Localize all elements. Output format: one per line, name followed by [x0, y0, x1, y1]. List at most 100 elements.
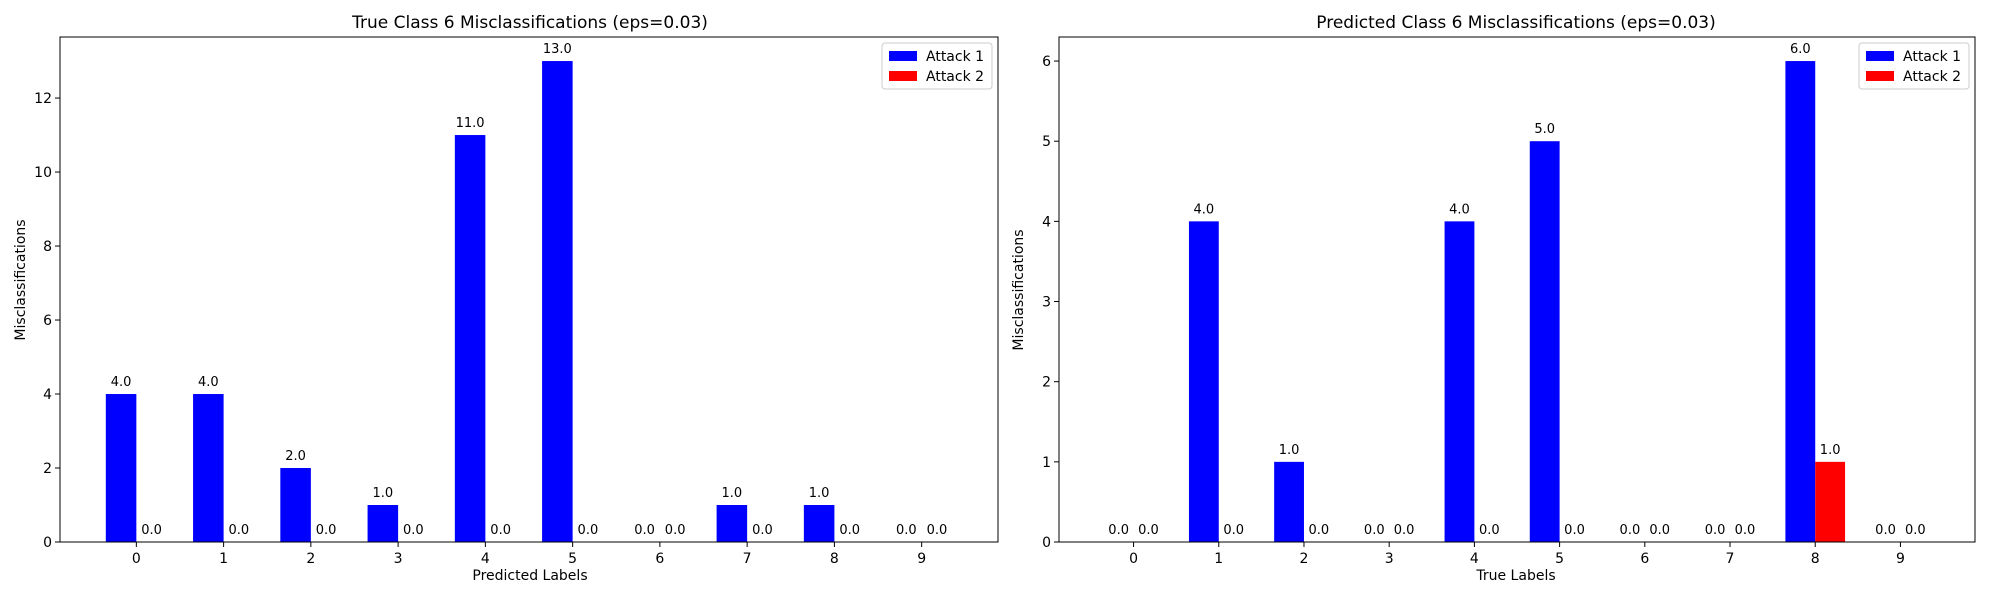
bar-attack-1-5 — [542, 61, 573, 543]
bar-attack-1-4 — [1444, 221, 1475, 542]
bar-value-label: 0.0 — [1138, 523, 1159, 538]
y-tick-label: 6 — [1042, 54, 1051, 70]
bar-value-label: 1.0 — [722, 486, 743, 501]
bar-value-label: 0.0 — [1364, 523, 1385, 538]
bar-value-label: 4.0 — [1194, 202, 1215, 217]
bar-attack-1-4 — [454, 135, 486, 543]
y-axis-label: Misclassifications — [13, 219, 29, 340]
bar-attack-1-2 — [1274, 461, 1304, 542]
legend-label: Attack 1 — [926, 49, 984, 65]
bar-value-label: 4.0 — [1449, 202, 1470, 217]
y-tick-label: 4 — [43, 387, 52, 403]
y-tick-label: 2 — [1042, 375, 1051, 391]
bar-value-label: 0.0 — [1394, 523, 1415, 538]
legend-swatch — [889, 71, 917, 81]
y-tick-label: 2 — [43, 461, 52, 477]
x-tick-label: 3 — [1385, 551, 1394, 567]
bar-attack-1-3 — [367, 505, 399, 542]
y-tick-label: 10 — [34, 165, 52, 181]
x-tick-label: 1 — [219, 551, 228, 567]
y-tick-label: 5 — [1042, 134, 1051, 150]
legend-label: Attack 2 — [926, 69, 984, 85]
y-tick-label: 4 — [1042, 214, 1051, 230]
legend-swatch — [889, 51, 917, 61]
bar-value-label: 0.0 — [1875, 523, 1896, 538]
x-tick-label: 2 — [1300, 551, 1309, 567]
bar-value-label: 0.0 — [578, 523, 599, 538]
bar-value-label: 0.0 — [896, 523, 917, 538]
bar-value-label: 13.0 — [543, 42, 572, 57]
bar-value-label: 0.0 — [1735, 523, 1756, 538]
bar-value-label: 0.0 — [1223, 523, 1244, 538]
bar-attack-1-8 — [1785, 61, 1816, 543]
x-tick-label: 9 — [917, 551, 926, 567]
data-labels: 0.0 4.0 1.0 0.0 4.0 5.0 0.0 0.0 6.0 0.0 0.0 0.0 0.0 0… — [1108, 42, 1925, 538]
x-tick-label: 4 — [1470, 551, 1479, 567]
y-tick-label: 3 — [1042, 295, 1051, 311]
x-tick-label: 8 — [830, 551, 839, 567]
x-tick-label: 3 — [394, 551, 403, 567]
chart-title: Predicted Class 6 Misclassifications (ep… — [1316, 13, 1716, 33]
bar-marks — [105, 61, 835, 543]
legend-label: Attack 1 — [1903, 49, 1961, 65]
bar-value-label: 0.0 — [490, 523, 511, 538]
bar-attack-1-2 — [280, 468, 311, 542]
x-tick-label: 7 — [743, 551, 752, 567]
x-tick-label: 0 — [1129, 551, 1138, 567]
plot-frame — [1058, 36, 1976, 543]
x-tick-label: 6 — [655, 551, 664, 567]
bar-value-label: 0.0 — [839, 523, 860, 538]
bar-value-label: 0.0 — [752, 523, 773, 538]
bar-value-label: 0.0 — [634, 523, 655, 538]
bar-value-label: 0.0 — [1108, 523, 1129, 538]
bar-value-label: 0.0 — [141, 523, 162, 538]
bar-attack-1-1 — [1188, 221, 1219, 542]
bar-value-label: 1.0 — [1820, 443, 1841, 458]
bar-attack-1-0 — [105, 394, 137, 542]
y-axis-ticks: 0 2 4 6 8 10 12 — [34, 91, 60, 551]
y-tick-label: 0 — [1042, 535, 1051, 551]
x-tick-label: 4 — [481, 551, 490, 567]
bar-attack-1-7 — [716, 505, 748, 542]
bar-attack-1-1 — [193, 394, 224, 542]
legend-swatch — [1866, 71, 1894, 81]
x-axis-ticks: 0 1 2 3 4 5 6 7 8 9 — [1129, 542, 1905, 567]
x-axis-label: Predicted Labels — [472, 568, 587, 584]
y-tick-label: 8 — [43, 239, 52, 255]
bar-value-label: 0.0 — [1649, 523, 1670, 538]
bar-value-label: 2.0 — [285, 449, 306, 464]
y-tick-label: 12 — [34, 91, 52, 107]
x-tick-label: 7 — [1726, 551, 1735, 567]
bar-value-label: 6.0 — [1790, 42, 1811, 57]
bar-value-label: 1.0 — [1279, 443, 1300, 458]
x-axis-ticks: 0 1 2 3 4 5 6 7 8 9 — [132, 542, 926, 567]
x-tick-label: 8 — [1811, 551, 1820, 567]
bar-value-label: 4.0 — [198, 375, 219, 390]
bar-value-label: 5.0 — [1534, 122, 1555, 137]
legend: Attack 1 Attack 2 — [881, 42, 993, 90]
bar-value-label: 0.0 — [1309, 523, 1330, 538]
bar-value-label: 0.0 — [1905, 523, 1926, 538]
x-tick-label: 5 — [1555, 551, 1564, 567]
bar-value-label: 1.0 — [373, 486, 394, 501]
legend-swatch — [1866, 51, 1894, 61]
bar-value-label: 0.0 — [927, 523, 948, 538]
bar-attack-1-5 — [1529, 141, 1560, 542]
legend: Attack 1 Attack 2 — [1858, 42, 1970, 90]
chart-title: True Class 6 Misclassifications (eps=0.0… — [351, 13, 708, 33]
x-tick-label: 6 — [1640, 551, 1649, 567]
bar-attack-2-8 — [1815, 461, 1846, 542]
bar-value-label: 0.0 — [1705, 523, 1726, 538]
x-tick-label: 2 — [306, 551, 315, 567]
y-tick-label: 1 — [1042, 455, 1051, 471]
bar-value-label: 0.0 — [665, 523, 686, 538]
x-axis-label: True Labels — [1475, 568, 1555, 584]
y-axis-label: Misclassifications — [1011, 229, 1027, 350]
bar-value-label: 4.0 — [111, 375, 132, 390]
bar-value-label: 1.0 — [809, 486, 830, 501]
bar-value-label: 0.0 — [316, 523, 337, 538]
x-tick-label: 5 — [568, 551, 577, 567]
bar-value-label: 0.0 — [403, 523, 424, 538]
